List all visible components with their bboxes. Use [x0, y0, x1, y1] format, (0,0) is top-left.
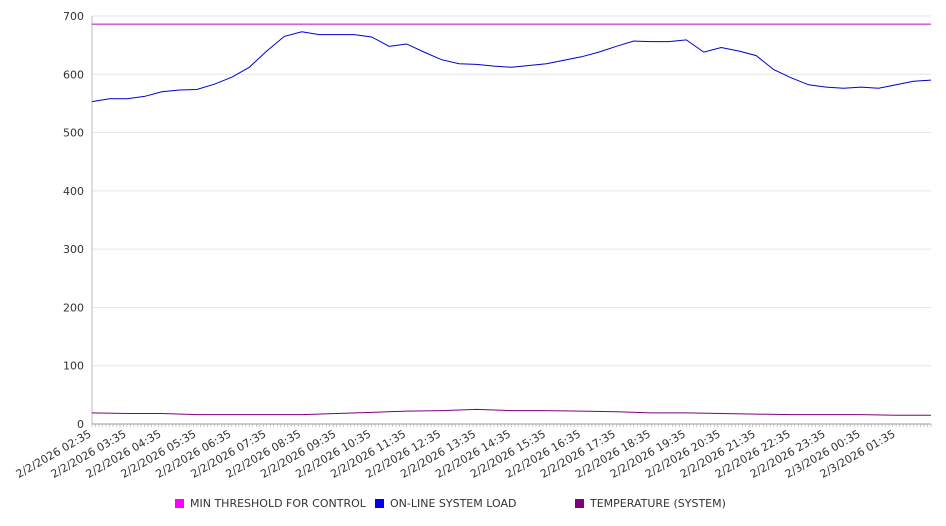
x-axis-ticks: 2/2/2026 02:352/2/2026 03:352/2/2026 04:…	[14, 424, 932, 481]
series-line-2	[91, 408, 931, 416]
legend-item-system-load[interactable]: ON-LINE SYSTEM LOAD	[375, 497, 516, 510]
axes	[91, 16, 931, 425]
y-axis-ticks: 0 100 200 300 400 500 600 700	[63, 10, 84, 431]
legend-label-temperature: TEMPERATURE (SYSTEM)	[590, 497, 726, 510]
legend-swatch-min-threshold	[175, 499, 184, 508]
y-tick-label-0: 0	[77, 418, 84, 431]
y-tick-label-100: 100	[63, 360, 84, 373]
y-tick-label-400: 400	[63, 185, 84, 198]
grid-lines	[92, 15, 931, 367]
legend-swatch-system-load	[375, 499, 384, 508]
y-tick-label-700: 700	[63, 10, 84, 23]
legend-item-min-threshold[interactable]: MIN THRESHOLD FOR CONTROL	[175, 497, 366, 510]
y-tick-label-600: 600	[63, 68, 84, 81]
y-tick-label-500: 500	[63, 127, 84, 140]
legend-label-system-load: ON-LINE SYSTEM LOAD	[390, 497, 517, 510]
series-lines	[91, 23, 932, 416]
legend-swatch-temperature	[575, 499, 584, 508]
y-tick-label-300: 300	[63, 243, 84, 256]
series-line-1	[91, 31, 932, 103]
legend-label-min-threshold: MIN THRESHOLD FOR CONTROL	[190, 497, 366, 510]
y-tick-label-200: 200	[63, 301, 84, 314]
legend-item-temperature[interactable]: TEMPERATURE (SYSTEM)	[575, 497, 726, 510]
legend: MIN THRESHOLD FOR CONTROL ON-LINE SYSTEM…	[175, 497, 935, 513]
